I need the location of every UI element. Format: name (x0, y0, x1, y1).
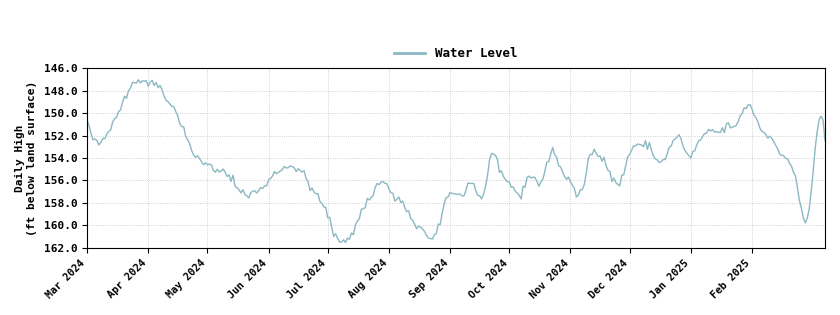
Y-axis label: Daily High
(ft below land surface): Daily High (ft below land surface) (15, 80, 37, 236)
Legend: Water Level: Water Level (389, 42, 522, 65)
